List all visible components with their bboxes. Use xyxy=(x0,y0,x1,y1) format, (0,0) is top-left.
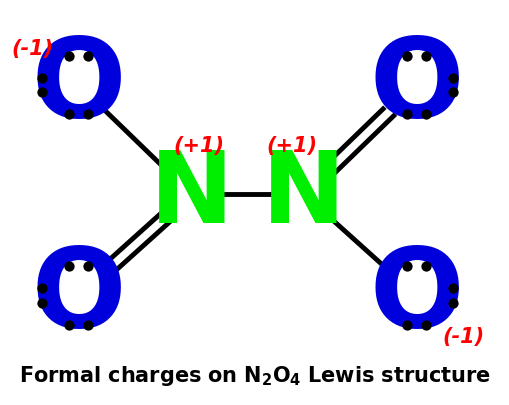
Text: O: O xyxy=(369,32,463,139)
Text: (+1): (+1) xyxy=(173,136,224,156)
Point xyxy=(448,300,457,307)
Text: $\bf{Formal\ charges\ on\ N_2O_4\ Lewis\ structure}$: $\bf{Formal\ charges\ on\ N_2O_4\ Lewis\… xyxy=(19,364,490,388)
Point xyxy=(421,112,429,118)
Point xyxy=(448,75,457,82)
Point xyxy=(421,322,429,328)
Point xyxy=(448,90,457,96)
Point xyxy=(65,322,73,328)
Point xyxy=(84,322,92,328)
Point xyxy=(421,53,429,60)
Point xyxy=(403,112,411,118)
Point xyxy=(65,263,73,270)
Point xyxy=(84,263,92,270)
Point xyxy=(38,90,46,96)
Point xyxy=(403,263,411,270)
Text: O: O xyxy=(369,243,463,349)
Text: (+1): (+1) xyxy=(266,136,317,156)
Text: N: N xyxy=(262,146,345,243)
Text: (-1): (-1) xyxy=(441,327,483,347)
Point xyxy=(403,53,411,60)
Point xyxy=(448,285,457,292)
Point xyxy=(84,112,92,118)
Point xyxy=(421,263,429,270)
Text: (-1): (-1) xyxy=(11,39,53,59)
Point xyxy=(38,300,46,307)
Point xyxy=(403,322,411,328)
Text: N: N xyxy=(149,146,233,243)
Point xyxy=(65,112,73,118)
Point xyxy=(38,285,46,292)
Text: O: O xyxy=(32,32,126,139)
Point xyxy=(84,53,92,60)
Text: O: O xyxy=(32,243,126,349)
Point xyxy=(65,53,73,60)
Point xyxy=(38,75,46,82)
